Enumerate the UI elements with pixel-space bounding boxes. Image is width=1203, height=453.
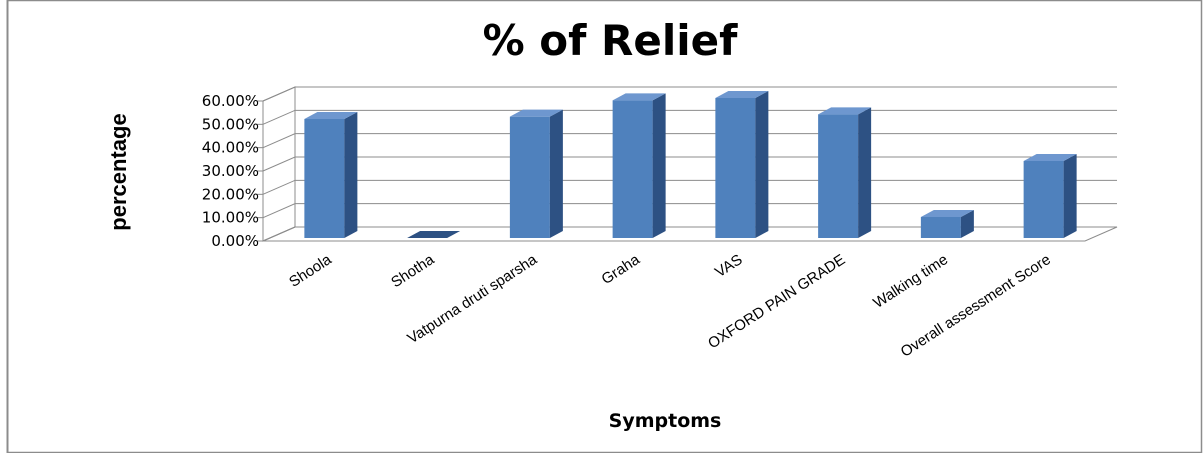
bar-side xyxy=(858,107,872,238)
bar-side xyxy=(1063,154,1077,238)
bar-top xyxy=(1023,154,1077,161)
bar-side xyxy=(755,91,769,238)
bar-top xyxy=(920,210,974,217)
y-tick-label: 50.00% xyxy=(202,115,259,133)
x-tick-label: VAS xyxy=(712,251,746,281)
bar-top xyxy=(304,112,358,119)
bar-front xyxy=(920,217,961,238)
bar-top xyxy=(509,109,563,117)
bar-front xyxy=(509,116,550,238)
bar-front xyxy=(715,98,756,238)
y-tick-label: 0.00% xyxy=(211,232,259,250)
y-tick-labels: 0.00% 10.00% 20.00% 30.00% 40.00% 50.00% 60.00… xyxy=(202,92,259,250)
gridline xyxy=(262,133,1117,149)
y-tick-label: 30.00% xyxy=(202,162,259,180)
bar-vas xyxy=(715,91,769,238)
x-tick-label: Shotha xyxy=(388,251,438,292)
bar-side xyxy=(960,210,974,238)
y-tick-label: 60.00% xyxy=(202,92,259,110)
x-axis-label: Symptoms xyxy=(609,410,722,432)
y-axis-label: percentage xyxy=(106,113,131,230)
gridlines xyxy=(257,86,1117,242)
bar-top xyxy=(715,91,769,98)
bar-side xyxy=(549,109,563,239)
bar-side xyxy=(344,112,358,238)
floor xyxy=(262,226,1118,242)
x-tick-label: Shoola xyxy=(286,251,335,291)
bar-top xyxy=(818,107,872,115)
y-tick-label: 10.00% xyxy=(202,209,259,227)
bar-graha xyxy=(612,93,666,238)
gridline xyxy=(262,226,1117,242)
gridline xyxy=(262,156,1117,172)
chart-title: % of Relief xyxy=(483,16,739,65)
gridline xyxy=(262,86,1117,102)
bar-overall-assessment-score xyxy=(1023,154,1077,238)
bar-front xyxy=(1023,161,1064,238)
bar-top xyxy=(612,93,666,101)
bar-vatpurna-druti-sparsha xyxy=(509,109,563,239)
bar-top xyxy=(407,231,461,238)
bar-front xyxy=(304,119,345,238)
x-tick-label: Walking time xyxy=(870,251,951,312)
x-tick-label: Graha xyxy=(599,251,644,288)
bar-side xyxy=(652,93,666,238)
bar-shotha xyxy=(407,231,461,238)
gridline xyxy=(262,109,1117,125)
bar-front xyxy=(818,114,859,238)
y-tick-label: 40.00% xyxy=(202,139,259,157)
bar-front xyxy=(612,100,653,238)
bar-oxford-pain-grade xyxy=(818,107,872,238)
gridline xyxy=(262,179,1117,195)
bar-walking-time xyxy=(920,210,974,238)
gridline xyxy=(262,203,1117,219)
y-tick-label: 20.00% xyxy=(202,185,259,203)
bars xyxy=(304,91,1077,239)
bar-shoola xyxy=(304,112,358,238)
